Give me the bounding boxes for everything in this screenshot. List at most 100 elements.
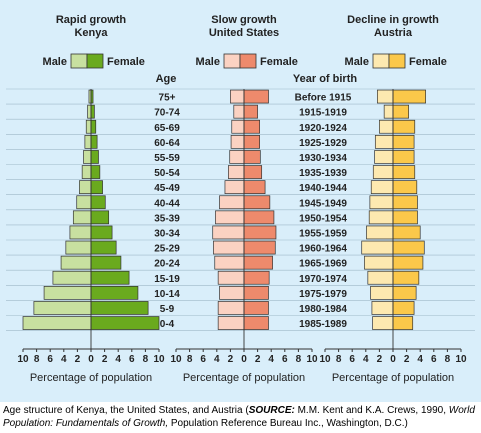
x-tick-label: 0 [241, 354, 247, 365]
year-of-birth-label: 1925-1929 [299, 138, 347, 149]
bar-female [243, 165, 263, 179]
x-tick-label: 4 [115, 354, 121, 365]
bar-male [230, 89, 245, 104]
bar-male [85, 119, 92, 134]
bar-female [90, 240, 117, 255]
legend-male-swatch [70, 53, 88, 69]
age-group-label: 60-64 [154, 138, 180, 149]
bar-female [90, 195, 106, 210]
bar-female [243, 104, 258, 119]
bar-male [33, 301, 92, 315]
pyramid-country: Austria [374, 27, 413, 39]
bar-female [392, 135, 415, 149]
x-axis-title: Percentage of population [332, 372, 454, 384]
age-axis-title: Age [156, 73, 177, 85]
age-group-label: 25-29 [154, 244, 180, 255]
legend-female-swatch [239, 53, 257, 69]
bar-female [392, 270, 420, 285]
x-tick-label: 8 [143, 354, 149, 365]
x-tick-label: 6 [431, 354, 437, 365]
year-of-birth-label: 1950-1954 [299, 213, 347, 224]
x-tick-label: 6 [200, 354, 206, 365]
bar-female [243, 301, 269, 315]
bar-female [90, 150, 99, 164]
bar-male [79, 180, 92, 194]
bar-male [76, 195, 92, 210]
bar-female [243, 119, 260, 134]
age-group-label: 10-14 [154, 289, 180, 300]
bar-female [392, 119, 416, 134]
x-tick-label: 8 [336, 354, 342, 365]
bar-male [69, 225, 92, 240]
age-group-label: 30-34 [154, 228, 180, 239]
bar-male [377, 89, 394, 104]
bar-male [233, 104, 245, 119]
age-group-labels: 75+ 70-74 65-69 60-64 55-59 50-54 45-49 40-44 35… [154, 93, 180, 330]
age-group-label: 75+ [159, 93, 176, 104]
age-group-label: 65-69 [154, 123, 180, 134]
bar-female [243, 135, 260, 149]
year-of-birth-label: 1955-1959 [299, 228, 347, 239]
bar-female [90, 180, 103, 194]
bar-female [392, 195, 418, 210]
x-tick-label: 10 [153, 354, 165, 365]
bar-female [243, 286, 269, 300]
bar-male [87, 104, 92, 119]
age-group-label: 5-9 [160, 304, 175, 315]
bar-male [52, 270, 92, 285]
age-group-label: 40-44 [154, 198, 180, 209]
bar-male [229, 150, 245, 164]
bar-female [243, 89, 269, 104]
bar-male [60, 255, 92, 270]
bar-male [228, 165, 245, 179]
x-tick-label: 0 [390, 354, 396, 365]
bar-male [230, 135, 245, 149]
bar-male [370, 286, 394, 300]
x-tick-label: 6 [349, 354, 355, 365]
bar-female [243, 255, 273, 270]
row-gridlines [6, 88, 475, 331]
bar-female [243, 270, 270, 285]
legend-male-label: Male [196, 56, 220, 68]
bar-male [383, 104, 394, 119]
bar-female [90, 135, 98, 149]
bar-male [231, 119, 245, 134]
year-of-birth-label: 1930-1934 [299, 153, 347, 164]
year-of-birth-label: 1985-1989 [299, 319, 347, 330]
caption-text-2: M.M. Kent and K.A. Crews, 1990, [294, 405, 449, 416]
bar-male [370, 180, 394, 194]
bar-female [90, 316, 160, 330]
legend-male-label: Male [345, 56, 369, 68]
x-tick-label: 0 [88, 354, 94, 365]
bar-male [374, 135, 394, 149]
bar-male [364, 255, 394, 270]
bar-male [215, 210, 245, 225]
bar-male [81, 165, 92, 179]
caption-book-title: World Population: Fundamentals of Growth… [3, 405, 475, 429]
year-of-birth-label: 1940-1944 [299, 183, 347, 194]
bar-male [374, 150, 394, 164]
legend-male-swatch [223, 53, 241, 69]
caption-source-label: SOURCE: [248, 405, 295, 416]
bar-male [219, 195, 245, 210]
bar-female [392, 225, 421, 240]
x-tick-label: 10 [455, 354, 467, 365]
bar-male [361, 240, 394, 255]
bar-male [217, 316, 245, 330]
legend-male-label: Male [43, 56, 67, 68]
bar-female [392, 210, 418, 225]
age-group-label: 0-4 [160, 319, 175, 330]
age-group-label: 15-19 [154, 274, 180, 285]
bar-male [372, 165, 394, 179]
x-tick-label: 10 [306, 354, 318, 365]
x-tick-label: 6 [282, 354, 288, 365]
year-of-birth-label: 1975-1979 [299, 289, 347, 300]
x-tick-label: 6 [129, 354, 135, 365]
bar-male [65, 240, 92, 255]
bar-female [90, 286, 139, 300]
bar-male [366, 225, 394, 240]
bar-female [392, 165, 416, 179]
